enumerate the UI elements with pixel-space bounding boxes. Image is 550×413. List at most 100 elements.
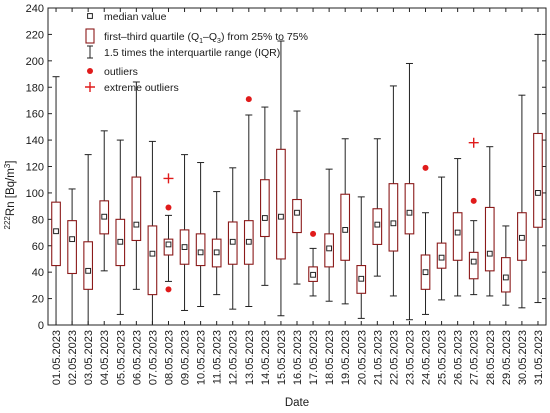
median-marker [165, 241, 172, 248]
outlier-point [310, 230, 317, 237]
legend: median value first–third quartile (Q1–Q3)… [85, 11, 308, 94]
median-marker [229, 238, 236, 245]
median-marker [470, 258, 477, 265]
y-tick-label: 140 [26, 135, 44, 147]
box-item [163, 173, 174, 293]
legend-label: median value [104, 11, 167, 23]
median-marker [406, 209, 413, 216]
x-tick-label: 30.05.2023 [517, 330, 529, 385]
median-marker [519, 234, 525, 241]
quartile-box [533, 132, 543, 228]
median-marker [181, 244, 188, 250]
y-axis-title-bracket: ] [5, 161, 17, 164]
legend-box-symbol [85, 28, 95, 44]
box-item [533, 33, 543, 304]
x-tick-label: 04.05.2023 [99, 330, 111, 385]
x-tick-label: 26.05.2023 [453, 330, 465, 385]
median-marker [117, 238, 124, 245]
x-tick-label: 31.05.2023 [533, 330, 545, 385]
outlier-point [245, 96, 252, 103]
box-item [99, 130, 110, 272]
median-marker [326, 245, 333, 252]
box-item [276, 40, 286, 317]
x-tick-label: 05.05.2023 [115, 330, 127, 385]
median-marker [486, 250, 493, 257]
x-tick-label: 28.05.2023 [485, 330, 497, 385]
outlier-point [165, 286, 172, 293]
median-marker [149, 250, 156, 257]
median-marker [502, 274, 509, 281]
legend-label: outliers [104, 66, 138, 78]
quartile-box [147, 225, 158, 296]
median-marker [310, 271, 316, 278]
box-item [484, 146, 495, 297]
x-tick-label: 20.05.2023 [356, 330, 368, 385]
box-item [260, 106, 270, 286]
box-item [51, 76, 61, 326]
x-tick-label: 24.05.2023 [421, 330, 433, 385]
x-tick-label: 02.05.2023 [67, 330, 79, 385]
legend-item-box: first–third quartile (Q1–Q3) from 25% to… [85, 28, 308, 45]
x-tick-label: 01.05.2023 [51, 330, 63, 385]
x-tick-label: 09.05.2023 [180, 330, 192, 385]
median-marker [53, 228, 59, 235]
box-item [211, 191, 222, 296]
median-marker [101, 213, 108, 220]
x-tick-label: 12.05.2023 [228, 330, 240, 385]
y-tick-label: 0 [38, 320, 44, 332]
median-marker [342, 227, 349, 233]
box-item [452, 158, 463, 297]
quartile-box [67, 220, 77, 275]
outlier-point [422, 164, 429, 171]
quartile-box [484, 206, 495, 272]
x-tick-label: 06.05.2023 [131, 330, 143, 385]
x-tick-label: 08.05.2023 [163, 330, 175, 385]
y-tick-label: 80 [32, 214, 44, 226]
x-tick-label: 19.05.2023 [340, 330, 352, 385]
legend-label: 1.5 times the interquartile range (IQR) [104, 47, 280, 59]
median-marker [294, 209, 300, 216]
x-tick-label: 22.05.2023 [388, 330, 400, 385]
outlier-point [470, 197, 477, 204]
median-marker [133, 221, 140, 228]
box-item [388, 85, 399, 297]
x-tick-label: 21.05.2023 [372, 330, 384, 385]
box-item [420, 164, 431, 315]
y-tick-label: 160 [26, 109, 44, 121]
y-axis-title-text: 222Rn [Bq/m3] [3, 161, 17, 230]
x-tick-label: 14.05.2023 [260, 330, 272, 385]
y-tick-label: 200 [26, 56, 44, 68]
quartile-box [452, 212, 463, 261]
box-item [468, 137, 479, 296]
x-tick-label: 29.05.2023 [501, 330, 513, 385]
y-axis-title: 222Rn [Bq/m3] [3, 161, 17, 230]
legend-label: extreme outliers [104, 82, 179, 94]
quartile-box [468, 251, 479, 280]
median-marker [374, 221, 381, 228]
legend-outlier-symbol [87, 68, 93, 74]
x-tick-label: 18.05.2023 [324, 330, 336, 385]
legend-item-extreme: extreme outliers [85, 82, 179, 94]
median-marker [535, 190, 541, 196]
box-item [131, 81, 142, 290]
median-marker [197, 249, 204, 256]
box-item [67, 188, 77, 326]
legend-item-median: median value [87, 11, 167, 23]
legend-median-symbol [87, 13, 93, 19]
quartile-box [404, 183, 415, 235]
box-item [83, 154, 94, 326]
x-tick-label: 27.05.2023 [469, 330, 481, 385]
x-tick-label: 11.05.2023 [212, 330, 224, 384]
legend-item-whisker: 1.5 times the interquartile range (IQR) [87, 45, 280, 59]
y-tick-label: 120 [26, 162, 44, 174]
extreme-outlier-point [468, 137, 479, 148]
median-marker [245, 238, 252, 245]
median-marker [358, 275, 365, 282]
x-tick-label: 15.05.2023 [276, 330, 288, 385]
x-tick-label: 13.05.2023 [244, 330, 256, 385]
quartile-box [276, 148, 286, 260]
box-item [436, 176, 447, 301]
box-item [308, 230, 318, 297]
y-tick-label: 60 [32, 241, 44, 253]
box-item [147, 140, 158, 326]
